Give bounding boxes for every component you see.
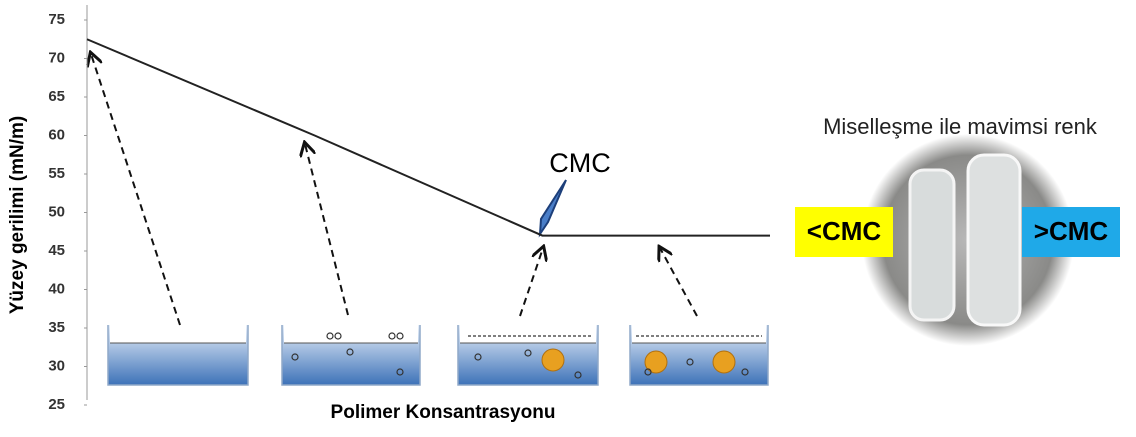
y-tick-label: 75 [48, 11, 65, 28]
y-tick-label: 60 [48, 126, 65, 143]
y-axis-label: Yüzey gerilimi (mN/m) [7, 116, 28, 315]
photo-label: >CMC [1034, 216, 1109, 246]
y-tick-label: 25 [48, 396, 65, 413]
y-tick-label: 35 [48, 319, 65, 336]
photo [862, 134, 1074, 346]
y-tick-label: 45 [48, 242, 65, 259]
y-tick-label: 70 [48, 49, 65, 66]
arrows [91, 54, 698, 326]
y-tick-label: 55 [48, 165, 65, 182]
y-tick-label: 65 [48, 88, 65, 105]
label-box [795, 207, 893, 257]
y-tick-label: 40 [48, 280, 65, 297]
x-axis-label: Polimer Konsantrasyonu [331, 402, 556, 423]
beakers [107, 325, 769, 386]
y-tick-label: 50 [48, 203, 65, 220]
line [86, 38, 770, 237]
annotation: CMC [549, 148, 611, 178]
annotation-arrow [538, 179, 567, 238]
y-tick-label: 30 [48, 357, 65, 374]
photo-label: <CMC [807, 216, 882, 246]
label-box [1022, 207, 1120, 257]
